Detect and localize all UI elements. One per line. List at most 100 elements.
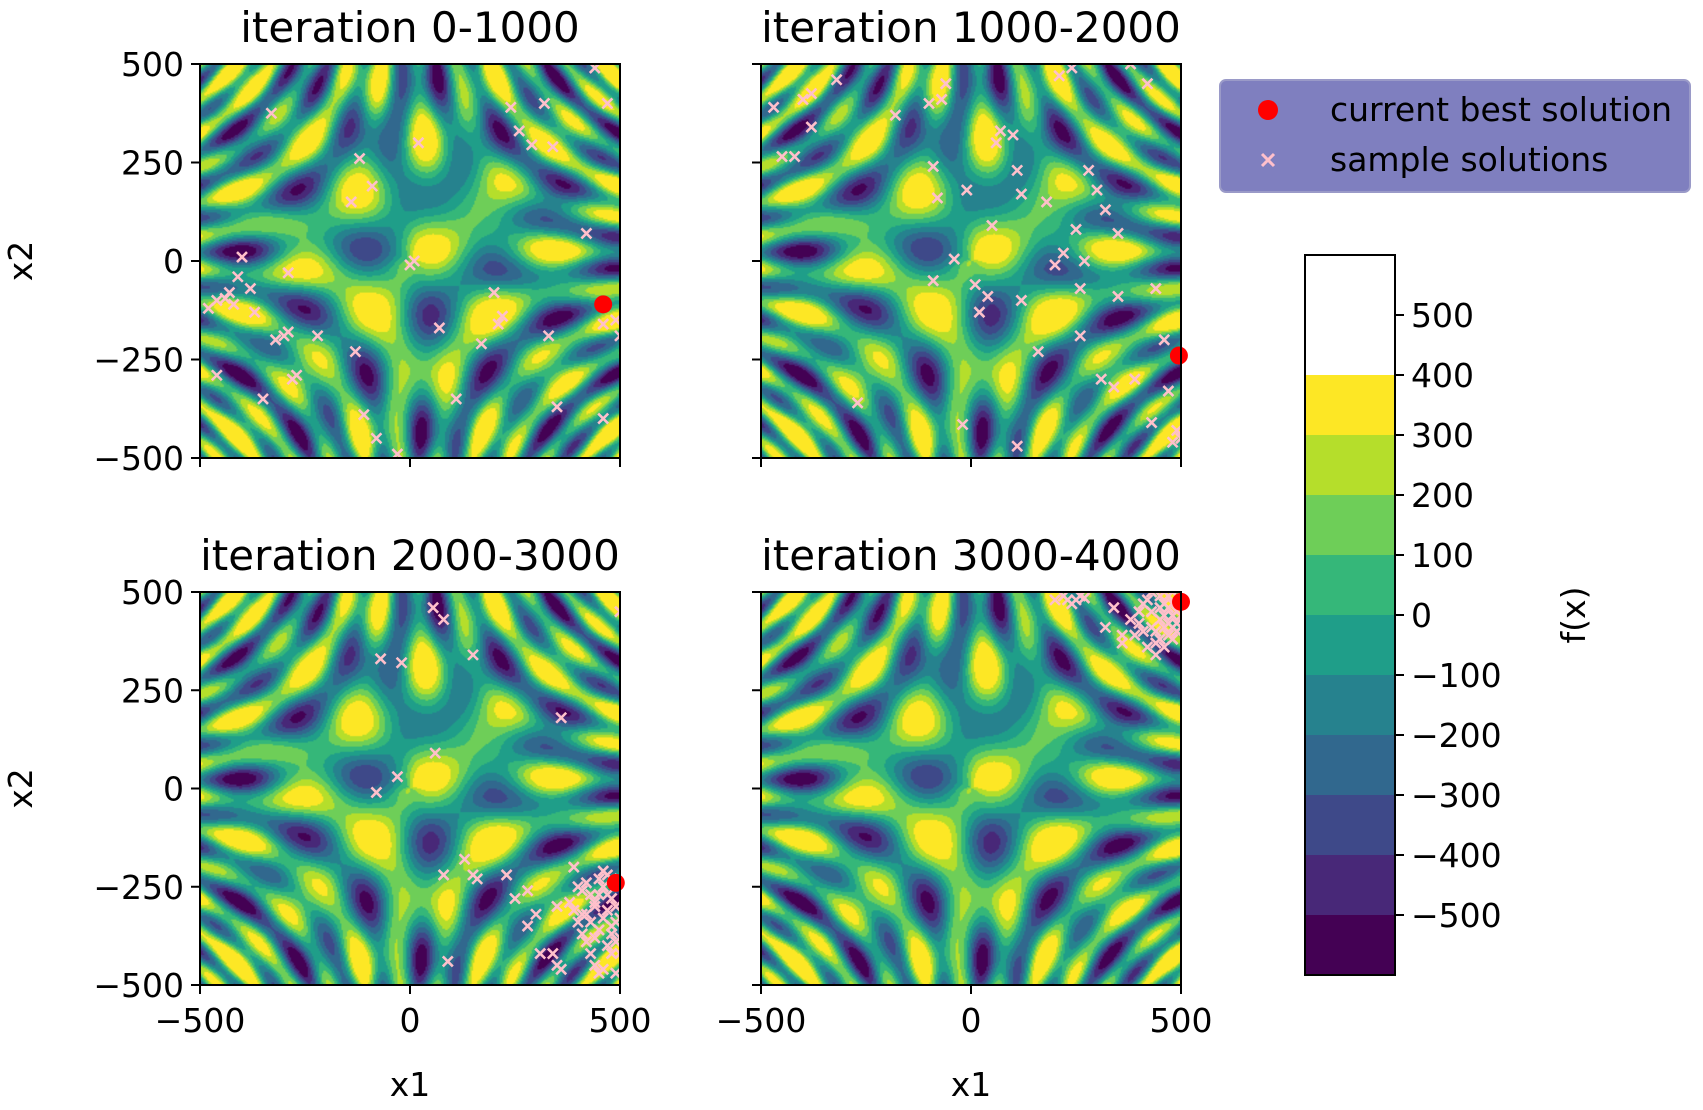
legend-dot-icon	[1258, 100, 1278, 120]
sample-point	[513, 125, 526, 137]
sample-point	[767, 101, 780, 114]
sample-point	[1133, 605, 1145, 618]
sample-point	[981, 290, 994, 303]
sample-point	[496, 310, 509, 323]
sample-point	[551, 900, 563, 913]
sample-point	[927, 274, 940, 287]
legend-box	[1219, 79, 1691, 193]
sample-point	[1175, 609, 1181, 622]
sample-point	[542, 329, 555, 342]
sample-point	[851, 396, 864, 409]
sample-point	[614, 912, 620, 925]
sample-point	[1149, 282, 1162, 295]
sample-point	[509, 892, 521, 905]
sample-point	[1074, 329, 1087, 342]
sample-point	[521, 920, 534, 932]
sample-point	[969, 278, 982, 291]
sample-point	[1107, 601, 1120, 614]
sample-point	[1133, 617, 1145, 630]
colorbar-band	[1305, 855, 1395, 915]
panel-4: iteration 3000-4000 −500 0 500 x1	[716, 531, 1213, 1104]
sample-point	[614, 329, 620, 342]
sample-point	[429, 747, 442, 760]
sample-point	[935, 93, 948, 106]
sample-point	[427, 601, 440, 614]
x-tick-label: 0	[961, 1001, 982, 1040]
sample-point	[563, 896, 576, 909]
sample-point	[605, 927, 618, 940]
sample-point	[580, 935, 593, 948]
y-tick-label: −500	[93, 966, 184, 1005]
sample-point	[475, 337, 488, 350]
x-tick-label: 500	[589, 1001, 652, 1040]
sample-point	[1162, 385, 1175, 397]
panel-title: iteration 2000-3000	[200, 531, 620, 580]
sample-point	[1099, 621, 1112, 634]
sample-point	[588, 896, 601, 909]
sample-point	[471, 872, 484, 885]
sample-point	[1145, 592, 1158, 598]
sample-point	[986, 219, 998, 232]
sample-point	[1070, 223, 1082, 236]
sample-point	[1078, 255, 1091, 267]
sample-point	[395, 656, 408, 669]
sample-point	[1149, 625, 1162, 638]
contour-field	[761, 592, 1181, 985]
sample-point	[1015, 188, 1028, 200]
sample-solutions	[767, 64, 1181, 453]
sample-point	[458, 853, 471, 866]
colorbar: 500 400 300 200 100 0 −100 −200 −300 −400 −500 f(x)	[1304, 254, 1593, 976]
sample-point	[370, 432, 383, 445]
sample-point	[467, 648, 479, 661]
sample-point	[265, 107, 278, 120]
colorbar-band	[1305, 435, 1395, 495]
sample-point	[960, 184, 973, 196]
sample-point	[1074, 282, 1087, 295]
x-axis-label: x1	[951, 1065, 992, 1104]
sample-point	[923, 97, 935, 110]
y-tick-label: 500	[121, 573, 184, 612]
sample-point	[492, 318, 505, 330]
legend-label: sample solutions	[1330, 140, 1608, 179]
colorbar-label: f(x)	[1554, 587, 1593, 644]
contour-field	[200, 592, 620, 985]
y-tick-label: 0	[163, 770, 184, 809]
sample-point	[588, 931, 601, 944]
sample-point	[1007, 129, 1019, 141]
sample-point	[349, 345, 362, 358]
sample-point	[412, 136, 425, 149]
sample-point	[939, 77, 952, 90]
sample-point	[353, 152, 366, 165]
colorbar-tick-label: 200	[1411, 476, 1474, 515]
x-axis-label: x1	[390, 1065, 431, 1104]
colorbar-tick-label: −500	[1411, 896, 1502, 935]
sample-point	[1078, 592, 1091, 604]
best-solution-point	[594, 295, 613, 314]
best-solution-point	[606, 873, 625, 892]
sample-point	[931, 192, 944, 204]
sample-point	[597, 318, 610, 330]
sample-point	[244, 282, 257, 295]
sample-point	[889, 109, 902, 122]
y-tick-label: 250	[121, 671, 184, 710]
y-axis-label: x2	[1, 241, 40, 282]
sample-point	[551, 400, 563, 413]
sample-point	[366, 180, 379, 193]
colorbar-tick-label: −400	[1411, 836, 1502, 875]
y-tick-label: −250	[93, 868, 184, 907]
sample-point	[370, 786, 383, 799]
sample-point	[1091, 184, 1103, 196]
sample-point	[1049, 259, 1061, 271]
sample-point	[248, 306, 261, 319]
sample-point	[391, 770, 404, 783]
sample-point	[374, 652, 387, 665]
sample-point	[1032, 345, 1045, 358]
colorbar-band	[1305, 375, 1395, 435]
sample-point	[231, 270, 244, 283]
colorbar-band	[1305, 495, 1395, 555]
sample-point	[1107, 381, 1120, 393]
y-tick-label: 0	[163, 242, 184, 281]
sample-point	[990, 136, 1003, 149]
best-solution-point	[1169, 346, 1188, 365]
sample-point	[1011, 440, 1024, 453]
